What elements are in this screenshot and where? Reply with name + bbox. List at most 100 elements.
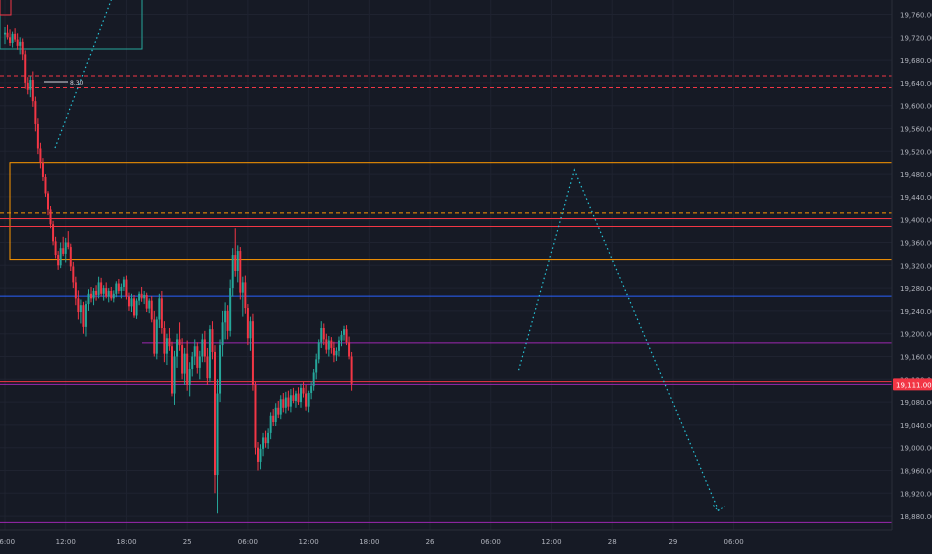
candle-up	[274, 403, 277, 427]
time-tick-label: 26	[426, 538, 435, 546]
candle-down	[196, 342, 199, 374]
candle-up	[267, 428, 270, 449]
candle-down	[16, 33, 19, 50]
candle-up	[241, 276, 244, 317]
candle-down	[302, 382, 305, 398]
candle-body	[249, 321, 252, 339]
candle-up	[201, 333, 204, 363]
candle-down	[54, 236, 57, 259]
price-tick-label: 19,760.00	[900, 12, 932, 20]
candle-up	[158, 293, 161, 328]
candle-body	[262, 437, 265, 449]
candle-body	[350, 356, 353, 384]
candle-body	[115, 283, 118, 294]
candle-body	[160, 298, 163, 328]
price-tick-label: 19,240.00	[900, 308, 932, 316]
candle-down	[282, 392, 285, 413]
candle-body	[11, 33, 14, 43]
candle-body	[168, 338, 171, 347]
candle-body	[178, 339, 181, 346]
candle-body	[74, 282, 77, 299]
candle-body	[219, 345, 222, 394]
candle-body	[95, 290, 98, 295]
candle-down	[34, 96, 37, 132]
candle-body	[277, 407, 280, 415]
teal-box[interactable]	[0, 0, 143, 50]
candle-body	[246, 308, 249, 339]
candle-down	[52, 220, 55, 246]
candle-body	[325, 339, 328, 350]
candle-body	[122, 279, 125, 287]
candle-up	[79, 299, 82, 324]
candle-body	[302, 387, 305, 394]
candle-down	[72, 261, 75, 289]
candle-up	[135, 298, 138, 319]
time-tick-label: 06:00	[238, 538, 258, 546]
candle-down	[211, 321, 214, 360]
candle-up	[300, 383, 303, 408]
time-tick-label: 12:00	[541, 538, 561, 546]
candle-body	[49, 209, 52, 225]
candle-up	[92, 288, 95, 306]
time-tick-label: 29	[668, 538, 677, 546]
annotations: 8.30	[44, 0, 725, 512]
price-tick-label: 19,160.00	[900, 354, 932, 362]
candle-body	[14, 33, 17, 40]
candle-body	[39, 148, 42, 163]
candle-body	[320, 328, 323, 343]
candle-down	[325, 333, 328, 354]
candle-up	[343, 325, 346, 341]
candle-body	[155, 319, 158, 354]
candle-down	[110, 286, 113, 301]
time-axis[interactable]: 06:00 12:00 18:00 25 06:00 12:00 18:00 26 06:00 1…	[0, 538, 744, 546]
candle-body	[312, 372, 315, 387]
candle-up	[294, 390, 297, 408]
time-tick-label: 06:00	[724, 538, 744, 546]
candle-down	[254, 381, 257, 455]
candle-body	[105, 288, 108, 297]
red-box[interactable]	[0, 0, 12, 16]
candle-body	[183, 353, 186, 374]
candle-body	[107, 290, 110, 297]
candle-body	[135, 300, 138, 316]
projection-path[interactable]	[518, 168, 720, 511]
candle-body	[196, 346, 199, 368]
candle-body	[259, 448, 262, 462]
candle-body	[282, 399, 285, 408]
candle-up	[219, 339, 222, 403]
candle-body	[332, 347, 335, 356]
candle-up	[112, 290, 115, 303]
candle-down	[206, 347, 209, 385]
candle-body	[6, 32, 9, 38]
candle-body	[67, 242, 70, 248]
candle-body	[300, 387, 303, 403]
candle-body	[69, 247, 72, 267]
candle-body	[21, 41, 24, 55]
candle-body	[305, 393, 308, 407]
candle-down	[67, 231, 70, 250]
time-tick-label: 25	[183, 538, 192, 546]
candle-body	[4, 32, 6, 35]
candle-up	[4, 27, 6, 45]
candle-body	[257, 447, 259, 462]
price-tick-label: 19,400.00	[900, 217, 932, 225]
last-price-badge[interactable]	[893, 378, 932, 391]
candle-body	[267, 432, 270, 444]
candle-body	[310, 386, 313, 393]
candle-body	[330, 340, 333, 348]
candle-body	[19, 41, 22, 46]
candle-body	[110, 290, 113, 299]
candle-down	[277, 400, 280, 419]
candle-down	[330, 337, 333, 354]
candle-down	[160, 290, 163, 334]
time-tick-label: 12:00	[56, 538, 76, 546]
candle-body	[193, 346, 196, 357]
candle-up	[229, 279, 232, 337]
candle-body	[340, 334, 343, 341]
candle-up	[122, 276, 125, 291]
candle-up	[289, 388, 292, 413]
candle-body	[272, 415, 275, 423]
candle-body	[34, 101, 37, 124]
